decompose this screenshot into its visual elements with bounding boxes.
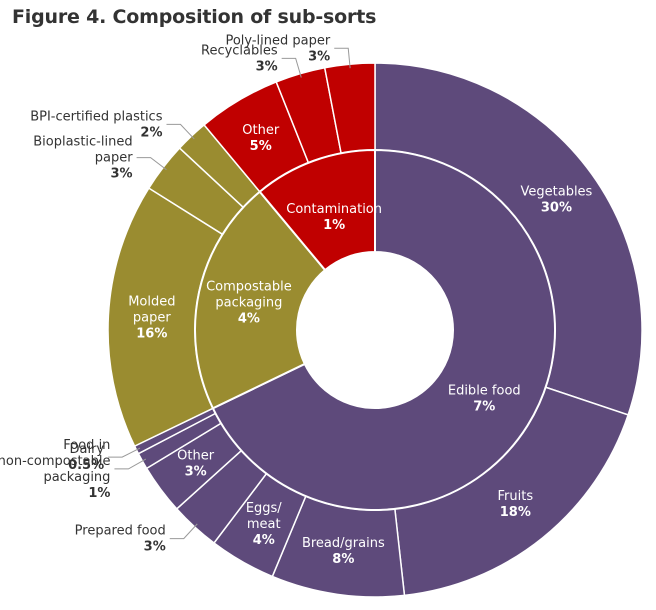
leader-compostable-packaging-bioplastic-lined-paper: [136, 157, 167, 171]
leader-lines: [108, 47, 351, 540]
leader-contamination-poly-lined-paper: [334, 47, 351, 69]
outer-label-compostable-packaging-bioplastic-lined-paper: Bioplastic-lined paper 3%: [33, 135, 133, 182]
inner-label-edible-food: Edible food 7%: [448, 384, 521, 415]
outer-label-edible-food-vegetables: Vegetables 30%: [521, 184, 593, 215]
leader-compostable-packaging-bpi-certified-plastics: [166, 123, 195, 140]
outer-label-edible-food-food-in-non-compostable-packaging: Food in non-compostable packaging 1%: [0, 438, 110, 501]
leader-edible-food-dairy: [108, 447, 141, 458]
outer-label-contamination-other: Other 5%: [242, 123, 280, 154]
outer-label-contamination-poly-lined-paper: Poly-lined paper 3%: [225, 33, 330, 64]
inner-label-contamination: Contamination 1%: [286, 202, 382, 233]
outer-label-edible-food-fruits: Fruits 18%: [498, 489, 534, 520]
inner-label-compostable-packaging: Compostable packaging 4%: [206, 280, 292, 327]
outer-label-compostable-packaging-molded-paper: Molded paper 16%: [128, 295, 175, 342]
outer-label-compostable-packaging-bpi-certified-plastics: BPI-certified plastics 2%: [30, 109, 163, 140]
inner-slice-contamination: [258, 148, 376, 272]
outer-ring: [107, 62, 643, 598]
inner-ring: [194, 148, 556, 511]
outer-label-contamination-recyclables: Recyclables 3%: [201, 43, 278, 74]
leader-contamination-recyclables: [281, 57, 302, 78]
chart-title: Figure 4. Composition of sub-sorts: [12, 6, 377, 28]
leader-edible-food-food-in-non-compostable-packaging: [114, 458, 147, 470]
inner-slice-compostable-packaging: [194, 190, 327, 410]
inner-slice-edible-food: [211, 148, 556, 511]
leader-edible-food-prepared-food: [169, 523, 198, 540]
outer-label-edible-food-prepared-food: Prepared food 3%: [75, 524, 166, 555]
outer-label-edible-food-bread-grains: Bread/grains 8%: [302, 536, 385, 567]
outer-label-edible-food-eggs-meat: Eggs/meat 4%: [246, 501, 282, 548]
outer-label-edible-food-dairy: Dairy 0.5%: [68, 442, 104, 473]
outer-label-edible-food-other: Other 3%: [177, 448, 215, 479]
slice-labels: Edible food 7% Compostable packaging 4% Conta…: [0, 33, 593, 567]
